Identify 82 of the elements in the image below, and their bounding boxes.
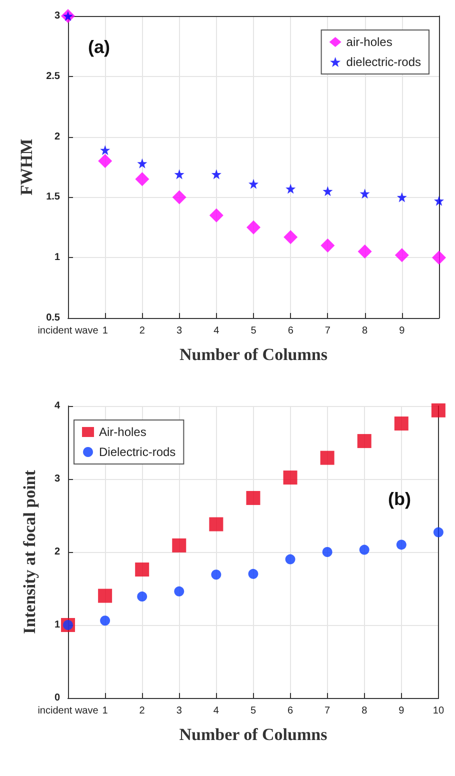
point	[246, 490, 260, 505]
point	[357, 434, 372, 448]
point	[360, 188, 370, 199]
x-tick-label: 10	[432, 706, 444, 716]
annotation: (a)	[88, 37, 110, 57]
y-tick-label: 1	[54, 252, 60, 264]
x-tick-label: 4	[213, 706, 220, 716]
point	[135, 562, 150, 577]
x-tick-label: 8	[362, 326, 368, 336]
point	[209, 517, 224, 532]
point	[211, 570, 222, 580]
point	[174, 169, 184, 180]
x-tick-label: 3	[176, 326, 183, 336]
y-tick-label: 0.5	[46, 312, 60, 324]
point	[211, 169, 222, 180]
y-tick-label: 2	[54, 131, 60, 142]
point	[320, 238, 335, 253]
x-tick-label: 2	[139, 706, 146, 716]
y-tick-label: 4	[54, 400, 60, 412]
point	[246, 220, 260, 234]
y-tick-label: 2.5	[46, 70, 60, 82]
point	[172, 190, 186, 204]
y-tick-label: 3	[54, 10, 60, 22]
annotation: (b)	[388, 489, 412, 509]
point	[100, 616, 110, 626]
y-tick-label: 1.5	[46, 192, 60, 203]
x-tick-label: 6	[287, 706, 294, 716]
point	[137, 158, 148, 168]
point	[285, 554, 296, 564]
point	[283, 470, 298, 485]
point	[394, 416, 408, 431]
point	[248, 568, 258, 579]
x-tick-label: 4	[214, 326, 220, 336]
point	[172, 538, 186, 552]
legend-label: dielectric-rods	[346, 55, 422, 69]
point	[100, 145, 110, 156]
x-tick-label: 1	[102, 706, 108, 716]
y-tick-label: 0	[54, 692, 60, 704]
point	[320, 450, 334, 465]
x-axis-title: Number of Columns	[179, 725, 328, 744]
x-tick-label: 1	[102, 326, 108, 336]
x-tick-label: incident wave	[38, 706, 99, 716]
x-tick-label: incident wave	[38, 326, 99, 336]
x-tick-label: 8	[362, 706, 368, 716]
x-tick-label: 7	[324, 706, 331, 716]
point	[359, 544, 370, 555]
point	[431, 403, 446, 418]
y-tick-label: 1	[54, 620, 60, 630]
y-axis-title: FWHM	[17, 138, 36, 196]
x-tick-label: 2	[139, 326, 146, 336]
x-tick-label: 5	[250, 706, 256, 716]
point	[286, 184, 296, 194]
y-axis-title: Intensity at focal point	[20, 470, 39, 634]
point	[432, 250, 446, 265]
x-tick-label: 9	[398, 706, 405, 716]
legend-label: Air-holes	[99, 425, 146, 439]
point	[396, 192, 407, 202]
point	[248, 178, 258, 189]
point	[396, 540, 406, 550]
point	[135, 172, 150, 186]
point	[174, 586, 184, 596]
x-tick-label: 6	[288, 326, 294, 336]
point	[284, 230, 298, 244]
point	[137, 592, 148, 602]
point	[98, 588, 112, 603]
y-tick-label: 3	[54, 474, 60, 484]
x-tick-label: 7	[324, 326, 331, 336]
x-tick-label: 9	[399, 326, 406, 336]
legend-label: Dielectric-rods	[99, 445, 176, 459]
point	[433, 527, 444, 538]
point	[209, 208, 224, 222]
point	[98, 154, 112, 168]
point	[394, 248, 409, 262]
y-tick-label: 2	[54, 546, 60, 558]
legend-label: air-holes	[346, 35, 392, 49]
point	[322, 186, 333, 196]
x-axis-title: Number of Columns	[180, 345, 328, 364]
point	[322, 547, 332, 557]
x-tick-label: 5	[250, 326, 257, 336]
point	[434, 196, 444, 206]
x-tick-label: 3	[176, 706, 182, 716]
point	[358, 244, 372, 259]
